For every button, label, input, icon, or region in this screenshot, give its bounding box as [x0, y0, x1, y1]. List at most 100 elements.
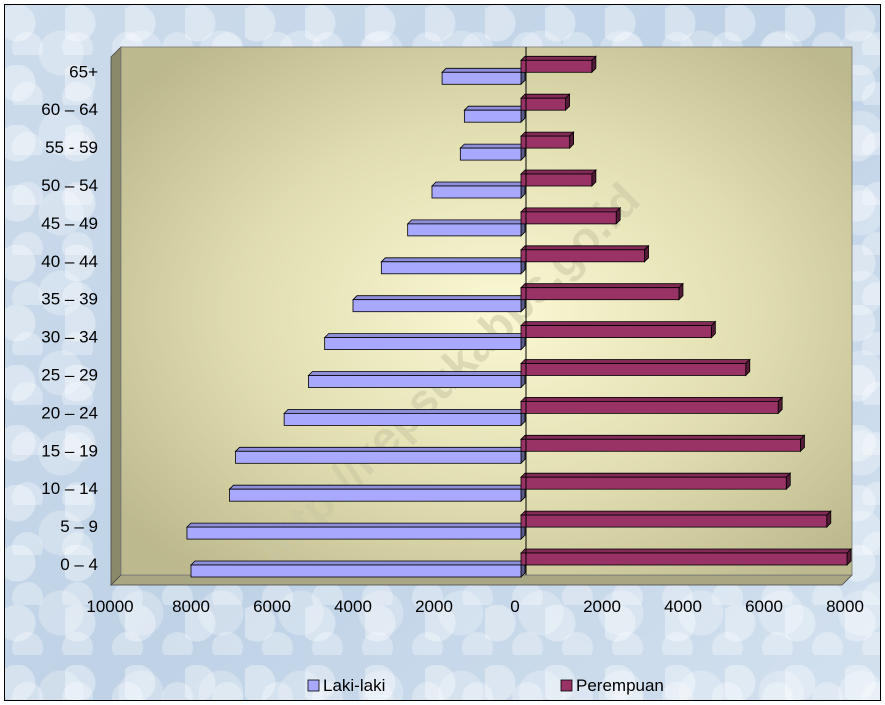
tick-right-2: 6000 — [745, 597, 783, 616]
category-label-8: 40 – 44 — [41, 252, 98, 271]
bar-laki-laki-2-top — [228, 484, 526, 490]
bar-laki-laki-10-top — [431, 181, 526, 187]
bar-laki-laki-1 — [185, 522, 526, 541]
bar-laki-laki-12 — [463, 105, 526, 124]
bar-laki-laki-11-front — [459, 147, 522, 161]
bar-perempuan-1-front — [520, 514, 828, 528]
bar-laki-laki-9 — [406, 218, 526, 237]
bar-perempuan-12-front — [520, 97, 566, 111]
bar-perempuan-5-top — [520, 359, 751, 364]
bar-laki-laki-12-front — [463, 109, 522, 123]
category-labels: 0 – 4 5 – 9 10 – 14 15 – 19 20 – 24 25 – 29 30… — [41, 62, 98, 574]
bar-perempuan-10-top — [520, 169, 597, 175]
bar-perempuan-0-front — [520, 552, 848, 566]
category-label-5: 25 – 29 — [41, 366, 98, 385]
bars-group — [185, 55, 852, 578]
category-label-7: 35 – 39 — [41, 290, 98, 309]
bar-laki-laki-1-front — [186, 526, 522, 540]
bar-laki-laki-2 — [228, 484, 526, 503]
bar-perempuan-13-top — [520, 55, 597, 61]
bar-laki-laki-9-top — [406, 219, 526, 225]
bar-laki-laki-13-front — [441, 71, 522, 85]
bar-perempuan-11-front — [520, 135, 570, 149]
bar-perempuan-9 — [520, 206, 622, 225]
tick-left-2: 6000 — [253, 597, 291, 616]
legend-label-laki-laki: Laki-laki — [323, 676, 385, 695]
bar-perempuan-3 — [520, 434, 806, 453]
bar-perempuan-8-top — [520, 245, 650, 251]
bar-perempuan-4-front — [520, 400, 779, 414]
bar-laki-laki-8-front — [380, 261, 522, 275]
bar-laki-laki-7-front — [352, 299, 522, 313]
category-label-1: 5 – 9 — [60, 517, 98, 536]
bar-perempuan-5-front — [520, 363, 747, 376]
bar-laki-laki-12-top — [463, 105, 526, 111]
tick-right-0: 2000 — [583, 597, 621, 616]
legend-label-perempuan: Perempuan — [576, 676, 664, 695]
category-label-13: 65+ — [69, 62, 98, 81]
category-label-12: 60 – 64 — [41, 100, 98, 119]
bar-perempuan-6 — [520, 320, 717, 339]
bar-perempuan-10 — [520, 169, 597, 187]
bar-perempuan-8 — [520, 244, 650, 263]
bar-perempuan-9-front — [520, 211, 617, 225]
bar-perempuan-7 — [520, 282, 684, 301]
category-label-6: 30 – 34 — [41, 328, 98, 347]
category-label-10: 50 – 54 — [41, 176, 98, 195]
bar-laki-laki-0-front — [190, 564, 522, 578]
tick-right-3: 8000 — [826, 597, 864, 616]
bar-laki-laki-11 — [459, 143, 526, 162]
bar-perempuan-12 — [520, 93, 571, 112]
tick-left-3: 4000 — [334, 597, 372, 616]
tick-left-4: 2000 — [415, 597, 453, 616]
bar-laki-laki-4-top — [283, 408, 526, 414]
bar-laki-laki-10 — [431, 181, 526, 199]
bar-laki-laki-5 — [307, 370, 526, 389]
bar-laki-laki-5-top — [307, 371, 526, 376]
bar-perempuan-11-top — [520, 131, 575, 137]
tick-center: 0 — [510, 597, 519, 616]
bar-perempuan-5 — [520, 358, 751, 377]
bar-laki-laki-13-top — [441, 67, 526, 73]
category-label-0: 0 – 4 — [60, 555, 98, 574]
bar-perempuan-13-front — [520, 59, 593, 73]
bar-perempuan-3-front — [520, 438, 801, 452]
bar-perempuan-2-front — [520, 476, 787, 490]
bar-laki-laki-2-front — [229, 488, 522, 502]
legend-swatch-perempuan — [560, 679, 573, 692]
bar-perempuan-4 — [520, 396, 784, 415]
bar-laki-laki-4-front — [283, 412, 522, 426]
bar-perempuan-6-top — [520, 321, 717, 327]
bar-perempuan-7-top — [520, 283, 684, 289]
bar-perempuan-7-front — [520, 287, 680, 301]
bar-laki-laki-4 — [283, 408, 526, 427]
bar-perempuan-13 — [520, 55, 597, 74]
bar-perempuan-10-front — [520, 173, 593, 187]
category-label-3: 15 – 19 — [41, 441, 98, 460]
bar-perempuan-9-top — [520, 207, 622, 213]
bar-laki-laki-3-top — [234, 446, 526, 452]
plot-left-wall — [110, 46, 122, 586]
bar-perempuan-0-top — [520, 548, 852, 554]
bar-laki-laki-0-top — [190, 560, 526, 566]
bar-perempuan-12-top — [520, 93, 571, 99]
bar-laki-laki-6-front — [324, 337, 522, 351]
category-label-11: 55 - 59 — [45, 138, 98, 157]
bar-laki-laki-3-front — [235, 450, 522, 464]
category-label-2: 10 – 14 — [41, 479, 98, 498]
bar-laki-laki-7-top — [352, 295, 526, 301]
bar-perempuan-3-top — [520, 434, 806, 440]
bar-laki-laki-5-front — [308, 375, 522, 388]
bar-laki-laki-1-top — [185, 522, 526, 528]
category-label-4: 20 – 24 — [41, 403, 98, 422]
legend: Laki-laki Perempuan — [307, 676, 664, 695]
bar-perempuan-6-front — [520, 325, 712, 339]
bar-laki-laki-8-top — [380, 257, 526, 263]
bar-perempuan-1-top — [520, 510, 832, 516]
bar-laki-laki-10-front — [431, 185, 522, 199]
bar-perempuan-8-front — [520, 249, 645, 263]
bar-laki-laki-6-top — [323, 333, 526, 339]
value-tick-labels: 10000 8000 6000 4000 2000 0 2000 4000 6000 8000 — [86, 597, 864, 616]
bar-perempuan-4-top — [520, 396, 784, 402]
bar-laki-laki-6 — [323, 332, 526, 351]
